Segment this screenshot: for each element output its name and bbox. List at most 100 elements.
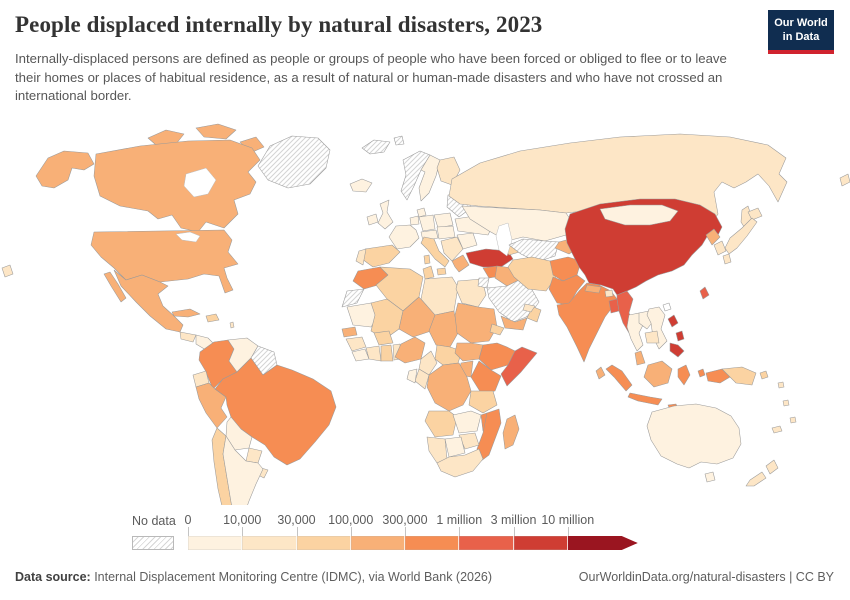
country-balkans[interactable] [440, 236, 464, 262]
country-norway[interactable] [400, 150, 431, 201]
country-sicily[interactable] [436, 267, 447, 276]
legend-bin-3[interactable] [350, 536, 405, 550]
country-japan-kyushu[interactable] [722, 253, 732, 265]
legend-bin-7[interactable] [567, 536, 638, 550]
country-brazil[interactable] [214, 357, 337, 466]
country-czechia[interactable] [436, 225, 456, 240]
legend-no-data-swatch[interactable] [132, 536, 174, 550]
country-cuba[interactable] [171, 308, 201, 318]
country-congo[interactable] [414, 368, 430, 390]
country-canada[interactable] [93, 139, 261, 233]
country-peru[interactable] [195, 382, 228, 429]
country-cambodia[interactable] [644, 330, 660, 344]
country-tanzania[interactable] [468, 390, 498, 414]
country-indonesia-java[interactable] [627, 392, 663, 406]
country-lesser-antilles[interactable] [229, 321, 235, 329]
country-canada-islands-2[interactable] [195, 123, 237, 140]
country-south-korea[interactable] [713, 240, 727, 256]
country-vietnam[interactable] [646, 306, 668, 350]
country-fiji[interactable] [789, 416, 797, 424]
legend-bin-0[interactable] [188, 536, 243, 550]
country-united-kingdom[interactable] [377, 199, 394, 230]
country-zambia[interactable] [452, 410, 482, 434]
country-ireland[interactable] [366, 213, 379, 226]
footer-attribution[interactable]: OurWorldinData.org/natural-disasters | C… [578, 570, 834, 584]
country-liberia[interactable] [351, 348, 370, 362]
country-philippines-luzon[interactable] [667, 314, 679, 328]
country-ghana[interactable] [380, 344, 394, 362]
country-new-caledonia[interactable] [771, 425, 783, 434]
country-tunisia[interactable] [422, 265, 435, 280]
country-new-britain[interactable] [759, 370, 769, 380]
country-hispaniola[interactable] [205, 313, 220, 323]
country-mexico-baja[interactable] [103, 271, 127, 303]
country-argentina[interactable] [222, 435, 264, 505]
country-burkina-faso[interactable] [373, 330, 394, 346]
country-malaysia[interactable] [634, 350, 646, 366]
owid-logo[interactable]: Our World in Data [768, 10, 834, 54]
country-somalia[interactable] [500, 346, 538, 387]
country-new-zealand-south[interactable] [745, 471, 767, 487]
country-solomon-islands[interactable] [777, 381, 785, 389]
country-yemen[interactable] [500, 315, 528, 331]
country-senegal[interactable] [341, 326, 358, 338]
country-mali[interactable] [370, 298, 404, 340]
country-north-korea[interactable] [705, 228, 721, 246]
country-mozambique[interactable] [476, 408, 502, 462]
country-denmark[interactable] [416, 207, 427, 218]
country-philippines-visayas[interactable] [675, 330, 685, 342]
country-japan-honshu[interactable] [724, 217, 758, 255]
country-germany[interactable] [418, 214, 436, 232]
country-angola[interactable] [424, 410, 458, 438]
country-bhutan[interactable] [604, 289, 614, 298]
country-iceland[interactable] [349, 178, 373, 193]
country-uae[interactable] [522, 303, 536, 313]
country-spain[interactable] [361, 244, 401, 268]
country-madagascar[interactable] [502, 414, 520, 450]
country-united-states[interactable] [90, 229, 239, 294]
country-new-zealand-north[interactable] [765, 459, 779, 475]
country-india[interactable] [556, 282, 618, 363]
country-svalbard-2[interactable] [393, 135, 405, 146]
country-indonesia-sumatra[interactable] [605, 364, 633, 392]
country-china[interactable] [564, 198, 723, 296]
country-philippines-mindanao[interactable] [669, 342, 685, 358]
legend-bin-5[interactable] [459, 536, 514, 550]
country-indonesia-papua[interactable] [705, 368, 731, 384]
country-greenland[interactable] [257, 135, 331, 189]
country-mongolia[interactable] [599, 204, 679, 226]
country-cameroon[interactable] [418, 350, 438, 376]
country-portugal[interactable] [355, 248, 367, 266]
legend-bin-1[interactable] [242, 536, 297, 550]
country-kazakhstan[interactable] [461, 205, 573, 242]
country-hainan[interactable] [662, 302, 672, 312]
country-jordan[interactable] [477, 277, 490, 289]
country-south-africa[interactable] [436, 448, 484, 478]
country-eritrea[interactable] [489, 323, 505, 336]
country-nepal[interactable] [584, 284, 602, 294]
country-sudan[interactable] [454, 302, 498, 344]
country-taiwan[interactable] [699, 286, 710, 300]
country-namibia[interactable] [426, 436, 448, 464]
country-papua-new-guinea[interactable] [721, 366, 757, 386]
country-greece[interactable] [451, 254, 470, 273]
country-sri-lanka[interactable] [595, 366, 606, 380]
country-guinea[interactable] [345, 336, 367, 352]
country-romania[interactable] [456, 232, 478, 250]
country-nigeria[interactable] [394, 336, 426, 364]
country-pacific-islands[interactable] [1, 264, 14, 278]
country-alaska[interactable] [35, 150, 95, 189]
country-russia-wrap[interactable] [839, 173, 850, 187]
country-canada-islands-1[interactable] [147, 129, 185, 146]
country-paraguay[interactable] [245, 447, 263, 464]
country-italy[interactable] [420, 236, 450, 268]
country-france[interactable] [388, 224, 420, 250]
country-poland[interactable] [433, 212, 454, 229]
country-sardinia[interactable] [423, 254, 431, 265]
country-indonesia-sulawesi[interactable] [677, 364, 691, 386]
country-gabon[interactable] [406, 368, 418, 384]
country-western-sahara[interactable] [341, 288, 365, 308]
country-tasmania[interactable] [704, 471, 716, 483]
legend-bin-2[interactable] [296, 536, 351, 550]
country-vanuatu[interactable] [782, 399, 790, 407]
